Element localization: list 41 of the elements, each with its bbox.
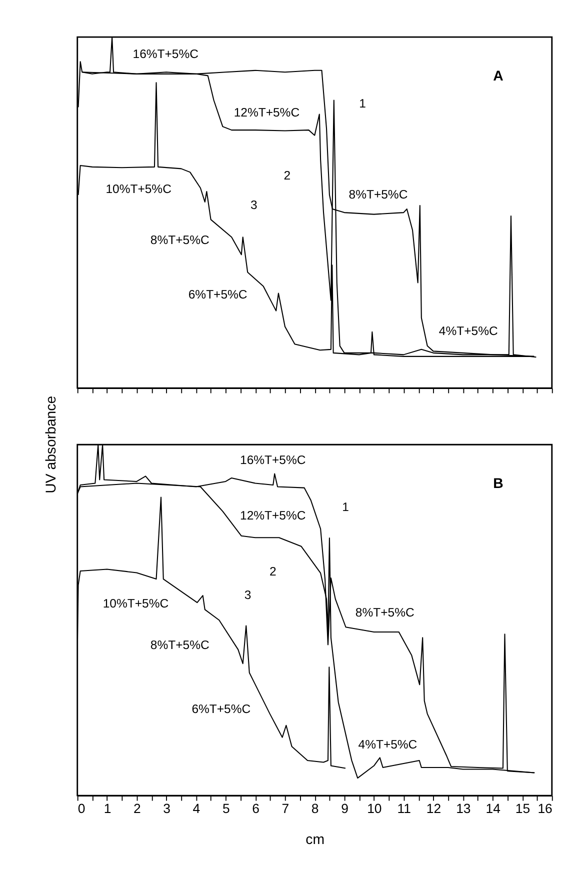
annotation: 1 [342,500,350,514]
annotation: 6%T+5%C [192,702,251,716]
y-axis-title: UV absorbance [42,396,59,494]
annotation: 16%T+5%C [132,47,199,62]
annotation: 8%T+5%C [348,187,408,202]
annotation: 16%T+5%C [240,452,306,467]
annotation: 2 [284,168,291,182]
annotation: 10%T+5%C [106,182,172,196]
x-tick-label: 1 [104,801,112,816]
x-tick-label: 12 [426,801,442,816]
annotation: 6%T+5%C [188,287,248,302]
x-tick-label: 7 [282,801,290,816]
x-tick-label: 6 [252,801,260,816]
x-tick-label: 3 [163,801,170,816]
annotation: 12%T+5%C [240,508,306,523]
annotation: 8%T+5%C [150,233,210,248]
x-tick-label: 5 [222,801,230,816]
text: B [493,474,504,491]
annotation: 12%T+5%C [234,106,300,120]
annotation: 3 [244,588,252,602]
x-tick-label: 11 [397,801,411,816]
x-tick-label: 2 [133,801,141,816]
x-tick-label: 15 [515,801,530,816]
annotation: 10%T+5%C [102,596,169,611]
annotation: 4%T+5%C [358,737,418,752]
x-tick-label: 4 [192,801,200,816]
annotation: 1 [359,96,366,111]
x-tick-label: 13 [456,801,471,816]
x-tick-label: 0 [78,801,86,816]
x-tick-label: 10 [367,801,382,816]
annotation: 4%T+5%C [438,324,498,338]
text: A [493,67,504,84]
x-tick-label: 8 [311,801,319,816]
x-tick-label: 9 [341,801,348,816]
annotation: 8%T+5%C [355,606,414,620]
annotation: 2 [269,564,276,578]
annotation: 8%T+5%C [150,638,210,652]
x-tick-label: 14 [486,801,500,816]
x-tick-label: 16 [538,801,552,816]
x-axis-title: cm [306,831,325,848]
annotation: 3 [250,198,258,212]
